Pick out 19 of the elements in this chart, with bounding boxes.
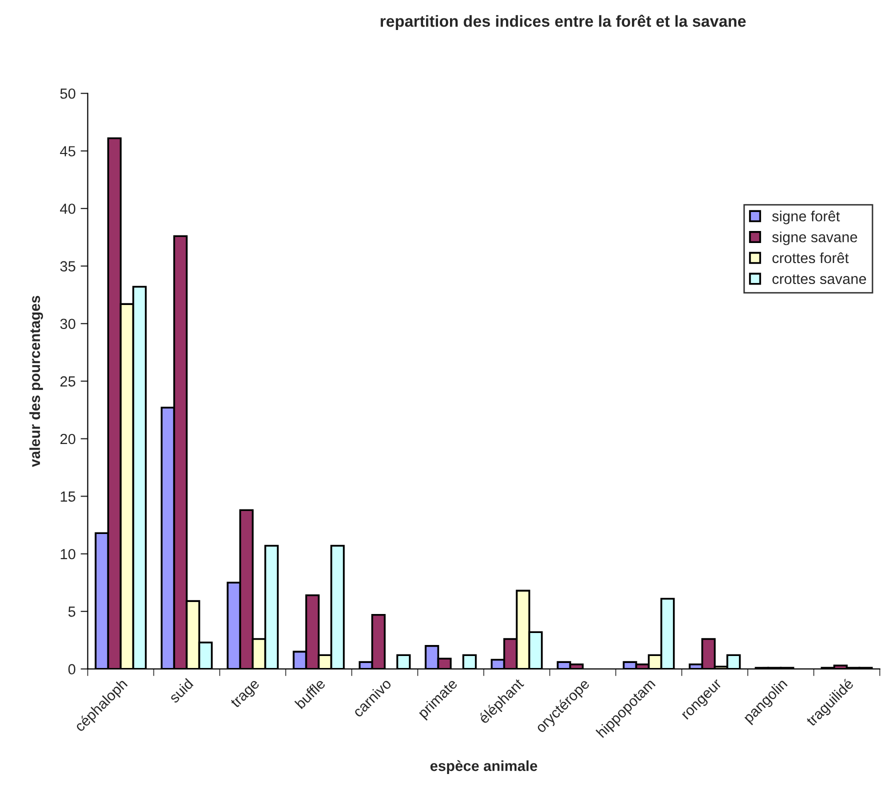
y-tick-label: 35 [60,261,76,272]
y-tick-label: 30 [60,318,76,330]
y-axis-title: valeur des pourcentages [29,296,44,468]
y-tick-label: 20 [60,434,76,444]
y-tick-label: 45 [60,146,76,156]
y-tick-label: 25 [60,376,76,387]
x-axis-title: espèce animale [430,760,538,774]
chart-title: repartition des indices entre la forêt et la savane [380,14,746,30]
legend-label: crottes forêt [772,252,849,264]
x-tick-label: suid [168,678,194,704]
legend-label: crottes savane [772,274,866,284]
y-tick-label: 10 [60,548,76,560]
y-tick-label: 50 [60,88,76,99]
y-tick-label: 15 [60,492,76,502]
legend-label: signe savane [772,232,858,246]
y-tick-label: 0 [68,664,76,674]
y-tick-label: 40 [60,204,76,214]
legend-label: signe forêt [772,210,840,224]
y-tick-label: 5 [68,606,76,617]
